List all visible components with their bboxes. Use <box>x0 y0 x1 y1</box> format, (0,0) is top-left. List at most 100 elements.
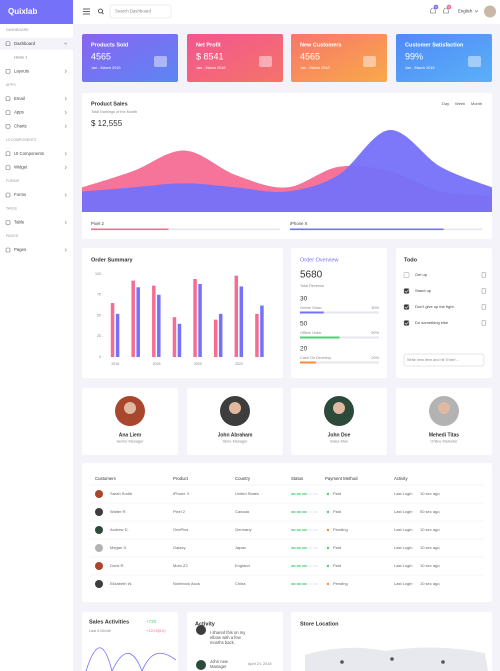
menu-item[interactable]: Table <box>14 220 25 225</box>
card-title: Activity <box>195 621 216 627</box>
profile-name: John Abraham <box>218 432 253 438</box>
payment-dot <box>326 564 330 568</box>
todo-checkbox[interactable] <box>403 320 410 326</box>
profile-name: John Doe <box>328 432 351 438</box>
menu-chevron <box>64 248 67 252</box>
menu-chevron <box>64 193 67 197</box>
progress-bar <box>91 228 169 231</box>
todo-text: Do something else <box>415 320 449 325</box>
y-tick-label: 25 <box>97 334 101 338</box>
menu-icon <box>5 96 11 102</box>
menu-heading: DASHBOARD <box>6 28 29 32</box>
menu-item[interactable]: Pages <box>14 247 26 252</box>
menu-item[interactable]: Dashboard <box>14 41 36 46</box>
stat-period: Jan - March 2019 <box>196 66 226 70</box>
todo-check <box>404 289 409 293</box>
product: Galaxy <box>173 545 185 550</box>
language[interactable]: English <box>458 9 473 14</box>
payment-status: Paid <box>333 563 341 568</box>
stat-period: Jan - March 2019 <box>405 66 435 70</box>
bar <box>218 313 223 357</box>
user-avatar[interactable] <box>484 5 496 18</box>
product: Moto Z2 <box>173 563 188 568</box>
menu-item[interactable]: Widget <box>14 165 28 170</box>
menu-item[interactable]: Email <box>14 96 25 101</box>
product: Notebook Asus <box>173 581 200 586</box>
legend-label: Pixel 2 <box>91 221 105 226</box>
todo-text: Get up <box>415 272 428 277</box>
bar <box>260 305 264 357</box>
progress-bar <box>290 228 444 231</box>
menu-subitem[interactable]: Home 1 <box>14 56 27 60</box>
search-input[interactable] <box>109 4 172 19</box>
activity-time: 10 sec ago <box>420 545 440 550</box>
activity-label: Last Login <box>394 581 412 586</box>
status-bar <box>307 529 313 531</box>
todo-input[interactable] <box>403 353 485 367</box>
progress-track <box>91 228 280 231</box>
stat-title: Customer Satisfaction <box>405 42 464 48</box>
status-bar <box>296 493 302 495</box>
x-tick-label: 2016 <box>111 362 119 366</box>
range-button[interactable]: Month <box>471 101 482 106</box>
sales-period: Last 6 Month <box>89 629 111 633</box>
language-chevron <box>474 10 479 13</box>
overview-total: 5680 <box>300 270 323 281</box>
brand-bar <box>0 0 73 24</box>
activity-time: 10 sec ago <box>420 491 440 496</box>
activity-text: John new Manager <box>210 659 228 670</box>
card-title: Todo <box>404 257 418 263</box>
activity-label: Last Login <box>394 509 412 514</box>
status-bar <box>296 565 302 567</box>
menu-item[interactable]: Layouts <box>14 68 29 73</box>
menu-heading: APPS <box>6 83 16 87</box>
sidebar <box>0 0 73 671</box>
customer-name: Andrew D. <box>110 527 129 532</box>
status-bar <box>313 583 318 585</box>
notification-icon[interactable] <box>430 7 436 14</box>
todo-checkbox[interactable] <box>403 304 410 310</box>
range-button[interactable]: Day <box>442 101 449 106</box>
customer-avatar <box>95 490 103 498</box>
menu-item[interactable]: Forms <box>14 192 26 197</box>
todo-placeholder: Write new item and hit 'Enter'... <box>407 358 459 362</box>
profile-role: Sales Man <box>330 440 348 444</box>
menu-icon <box>5 123 11 129</box>
range-button[interactable]: Week <box>455 101 465 106</box>
todo-checkbox[interactable] <box>403 288 410 294</box>
menu-icon <box>5 220 11 225</box>
menu-chevron <box>64 110 67 115</box>
todo-delete[interactable] <box>481 288 486 294</box>
table-card <box>82 463 492 602</box>
menu-heading: UI COMPONENTS <box>6 138 37 142</box>
todo-text: Stand up <box>415 288 432 293</box>
sales-growth: +120.5(5.0) <box>146 629 166 633</box>
country: Canada <box>235 509 250 514</box>
notification-icon[interactable] <box>443 7 449 14</box>
table-header: Country <box>235 476 251 481</box>
sales-line <box>85 647 177 671</box>
todo-delete[interactable] <box>481 272 486 278</box>
menu-icon <box>5 247 11 253</box>
status-bar <box>313 565 318 567</box>
payment-dot <box>326 528 330 532</box>
menu-item[interactable]: Charts <box>14 123 27 128</box>
card-title: Store Location <box>300 621 339 627</box>
overview-count: 50 <box>300 321 308 328</box>
activity-avatar <box>196 625 206 635</box>
todo-delete[interactable] <box>481 320 486 326</box>
legend-label: iPhone X <box>290 221 308 226</box>
country: United States <box>235 491 259 496</box>
menu-item[interactable]: Apps <box>14 110 24 115</box>
country: China <box>235 581 246 586</box>
stat-value: 4565 <box>91 51 111 61</box>
menu-chevron <box>64 220 67 225</box>
todo-checkbox[interactable] <box>403 272 410 278</box>
todo-delete[interactable] <box>481 304 486 310</box>
profile-avatar-face <box>229 402 241 414</box>
bar <box>239 286 244 357</box>
bar <box>172 317 177 357</box>
sales-total: $ 12,555 <box>91 119 123 128</box>
menu-item[interactable]: UI Components <box>14 151 44 156</box>
